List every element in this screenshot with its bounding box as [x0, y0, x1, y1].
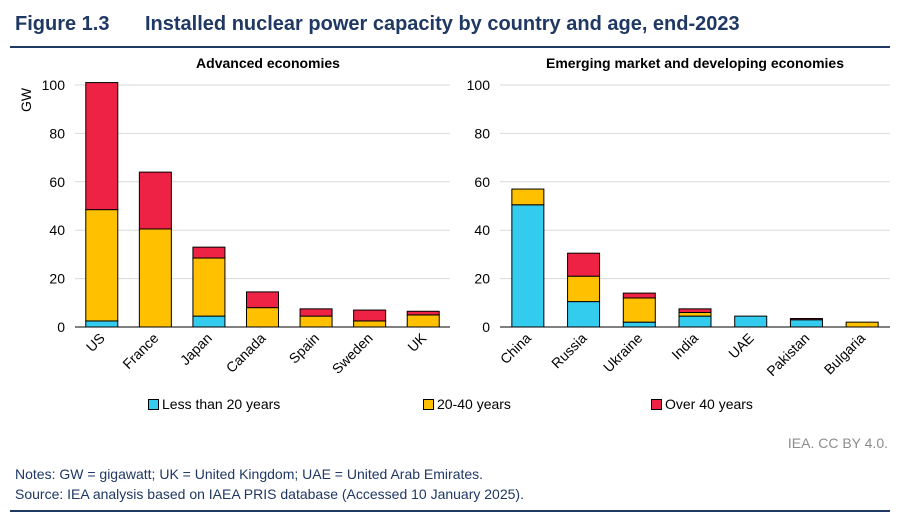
emerging-bar-bulgaria-20-40-years: [845, 321, 879, 328]
emerging-y-tick-100: 100: [467, 77, 491, 93]
legend-label-less-than-20: Less than 20 years: [162, 396, 281, 412]
legend-item-20-40: 20-40 years: [423, 396, 511, 412]
advanced-bar-sweden-20-40-years: [353, 320, 387, 328]
source-text: Source: IEA analysis based on IAEA PRIS …: [15, 486, 524, 502]
advanced-bar-spain-over-40-years: [299, 308, 333, 317]
emerging-bar-uae-less-than-20-years: [734, 315, 768, 328]
top-rule: [10, 46, 890, 48]
advanced-bar-france-over-40-years: [138, 171, 172, 230]
advanced-y-tick-0: 0: [57, 319, 65, 335]
bottom-rule: [10, 510, 890, 512]
figure-title: Installed nuclear power capacity by coun…: [145, 13, 740, 35]
emerging-x-tick-china: China: [497, 330, 534, 367]
emerging-bar-russia-less-than-20-years: [567, 301, 601, 328]
legend-item-over-40: Over 40 years: [651, 396, 753, 412]
advanced-bar-japan-20-40-years: [192, 257, 226, 317]
advanced-y-tick-60: 60: [49, 174, 65, 190]
advanced-x-tick-france: France: [119, 330, 161, 372]
legend-swatch-20-40: [423, 398, 434, 410]
advanced-bar-sweden-over-40-years: [353, 309, 387, 322]
advanced-y-tick-20: 20: [49, 271, 65, 287]
emerging-x-tick-ukraine: Ukraine: [600, 330, 646, 376]
legend-label-20-40: 20-40 years: [437, 396, 511, 412]
advanced-panel-title: Advanced economies: [196, 55, 340, 71]
emerging-x-tick-uae: UAE: [725, 330, 757, 362]
emerging-bar-ukraine-20-40-years: [622, 297, 656, 323]
advanced-bar-spain-20-40-years: [299, 315, 333, 328]
emerging-bar-pakistan-over-40-years: [789, 318, 823, 321]
figure-number: Figure 1.3: [15, 13, 110, 35]
emerging-panel-title: Emerging market and developing economies: [546, 55, 844, 71]
emerging-bar-ukraine-over-40-years: [622, 292, 656, 299]
advanced-bar-japan-over-40-years: [192, 246, 226, 259]
emerging-x-tick-russia: Russia: [548, 330, 590, 372]
emerging-x-tick-bulgaria: Bulgaria: [821, 330, 869, 378]
advanced-bar-uk-over-40-years: [406, 310, 440, 316]
emerging-bar-ukraine-less-than-20-years: [622, 321, 656, 328]
advanced-x-tick-us: US: [83, 330, 108, 355]
emerging-y-tick-40: 40: [474, 222, 490, 238]
legend-swatch-over-40: [651, 398, 662, 410]
emerging-bar-pakistan-less-than-20-years: [789, 319, 823, 328]
emerging-bar-russia-over-40-years: [567, 252, 601, 277]
advanced-x-tick-canada: Canada: [223, 330, 269, 376]
advanced-bar-uk-20-40-years: [406, 314, 440, 328]
emerging-bar-china-less-than-20-years: [511, 204, 545, 328]
advanced-y-axis-label: GW: [18, 87, 34, 112]
advanced-x-tick-uk: UK: [404, 329, 430, 355]
emerging-bar-india-less-than-20-years: [678, 315, 712, 328]
emerging-y-tick-80: 80: [474, 125, 490, 141]
emerging-y-tick-0: 0: [482, 319, 490, 335]
advanced-x-tick-japan: Japan: [177, 330, 215, 368]
emerging-bar-india-20-40-years: [678, 311, 712, 317]
notes-text: Notes: GW = gigawatt; UK = United Kingdo…: [15, 466, 484, 482]
credit-text: IEA. CC BY 4.0.: [787, 435, 888, 451]
advanced-bar-us-over-40-years: [85, 82, 119, 211]
advanced-x-tick-spain: Spain: [286, 330, 323, 367]
charts-canvas: Advanced economies 0 20 40 60 80 100 GW US France…: [18, 55, 890, 379]
legend-item-less-than-20: Less than 20 years: [148, 396, 280, 412]
advanced-y-tick-100: 100: [42, 77, 66, 93]
advanced-bar-japan-less-than-20-years: [192, 315, 226, 328]
advanced-y-tick-80: 80: [49, 125, 65, 141]
emerging-y-tick-20: 20: [474, 271, 490, 287]
emerging-x-tick-india: India: [668, 330, 701, 363]
legend-swatch-less-than-20: [148, 398, 159, 410]
emerging-y-tick-60: 60: [474, 174, 490, 190]
advanced-bar-canada-over-40-years: [246, 291, 279, 309]
advanced-x-tick-sweden: Sweden: [329, 330, 376, 377]
advanced-y-tick-40: 40: [49, 222, 65, 238]
emerging-bar-india-over-40-years: [678, 308, 712, 313]
emerging-bar-russia-20-40-years: [567, 275, 601, 303]
advanced-bar-france-20-40-years: [138, 228, 172, 328]
emerging-x-tick-pakistan: Pakistan: [763, 330, 812, 379]
emerging-bar-china-20-40-years: [511, 188, 545, 206]
legend-label-over-40: Over 40 years: [665, 396, 753, 412]
advanced-bar-us-20-40-years: [85, 209, 119, 322]
advanced-bar-canada-20-40-years: [246, 307, 279, 328]
advanced-bar-us-less-than-20-years: [85, 320, 119, 328]
